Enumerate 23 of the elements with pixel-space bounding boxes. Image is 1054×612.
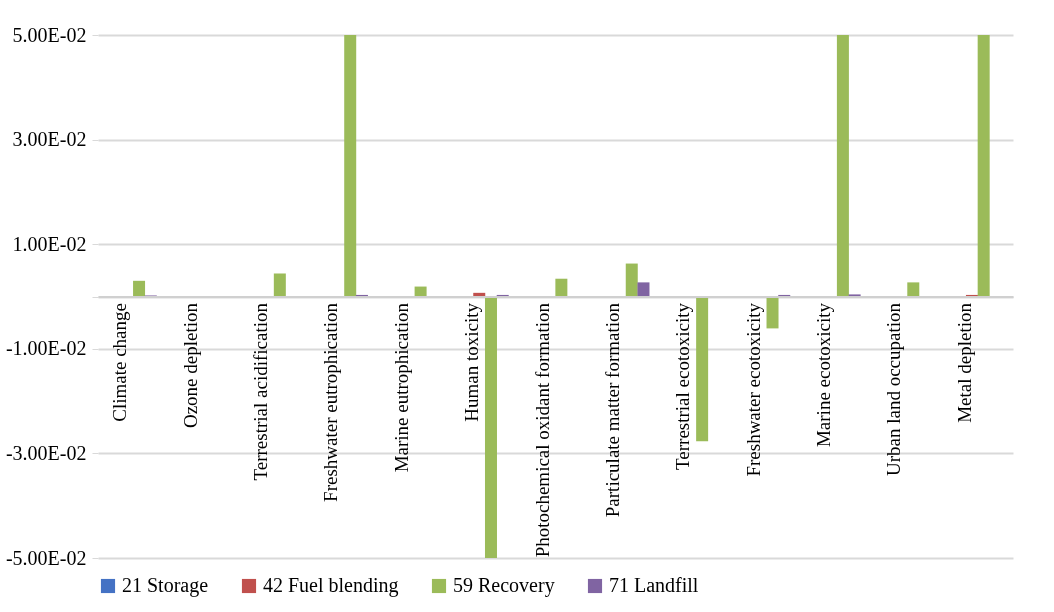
x-tick-label: Human toxicity [461,302,483,422]
legend-label: 71 Landfill [609,574,699,596]
x-tick-label: Metal depletion [953,302,975,423]
x-tick-label: Urban land occupation [883,302,905,477]
x-tick-label: Climate change [109,303,131,422]
x-tick-label: Freshwater eutrophication [320,302,342,502]
legend-label: 21 Storage [122,574,209,597]
x-tick-label: Ozone depletion [179,302,201,429]
y-tick-label: -1.00E-02 [5,337,87,360]
y-tick-label: -3.00E-02 [5,441,87,464]
x-tick-label: Marine eutrophication [390,302,412,473]
x-tick-label: Photochemical oxidant formation [531,302,553,558]
x-tick-label: Particulate matter formation [601,302,623,518]
y-tick-label: 1.00E-02 [12,232,87,255]
y-tick-label: 3.00E-02 [12,128,87,151]
legend-label: 42 Fuel blending [263,574,399,597]
x-tick-label: Marine ecotoxicity [813,302,835,448]
x-tick-label: Freshwater ecotoxicity [742,302,764,477]
x-tick-label: Terrestrial ecotoxicity [672,302,694,470]
y-tick-label: -5.00E-02 [5,546,87,569]
y-tick-label: 5.00E-02 [12,23,87,46]
x-tick-label: Terrestrial acidification [249,302,271,481]
legend-label: 59 Recovery [453,574,555,597]
